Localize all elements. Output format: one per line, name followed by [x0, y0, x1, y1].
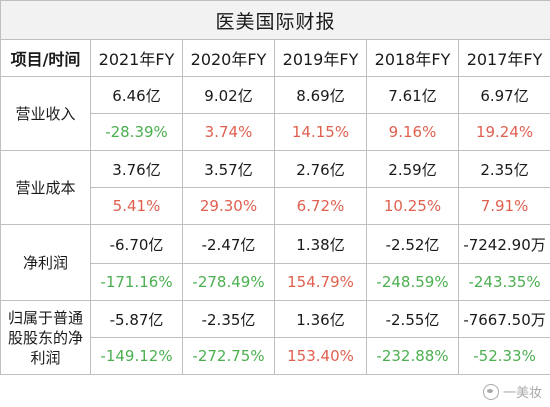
- growth-cell: 153.40%: [274, 337, 367, 375]
- growth-cell: -171.16%: [90, 263, 183, 301]
- wechat-icon: [482, 383, 499, 400]
- table-row: 营业成本 3.76亿 3.57亿 2.76亿 2.59亿 2.35亿: [0, 150, 550, 225]
- table-title: 医美国际财报: [0, 0, 550, 40]
- value-cell: -2.47亿: [182, 224, 275, 264]
- growth-cell: -232.88%: [366, 337, 459, 375]
- growth-cell: 9.16%: [366, 113, 459, 151]
- value-cell: 6.46亿: [90, 76, 183, 114]
- value-cell: -5.87亿: [90, 300, 183, 338]
- header-year: 2017年FY: [457, 39, 550, 77]
- growth-cell: 3.74%: [182, 113, 275, 151]
- growth-cell: 19.24%: [457, 113, 550, 151]
- header-year: 2018年FY: [366, 39, 459, 77]
- value-cell: 1.36亿: [274, 300, 367, 338]
- growth-cell: 6.72%: [274, 187, 367, 225]
- header-year: 2020年FY: [182, 39, 275, 77]
- value-cell: -6.70亿: [90, 224, 183, 264]
- growth-cell: 10.25%: [366, 187, 459, 225]
- value-cell: -2.35亿: [182, 300, 275, 338]
- value-cell: 9.02亿: [182, 76, 275, 114]
- value-cell: 6.97亿: [457, 76, 550, 114]
- header-row: 项目/时间 2021年FY 2020年FY 2019年FY 2018年FY 20…: [0, 39, 550, 77]
- watermark: 一美妆: [482, 382, 542, 401]
- table-row: 净利润 -6.70亿 -2.47亿 1.38亿 -2.52亿 -7242.90万: [0, 224, 550, 301]
- growth-cell: 5.41%: [90, 187, 183, 225]
- row-label: 营业成本: [0, 150, 91, 225]
- growth-cell: 14.15%: [274, 113, 367, 151]
- growth-cell: -149.12%: [90, 337, 183, 375]
- growth-cell: 29.30%: [182, 187, 275, 225]
- table-row: 营业收入 6.46亿 9.02亿 8.69亿 7.61亿 6.97亿: [0, 76, 550, 151]
- value-cell: 8.69亿: [274, 76, 367, 114]
- value-cell: 3.76亿: [90, 150, 183, 188]
- growth-cell: 154.79%: [274, 263, 367, 301]
- value-cell: 2.35亿: [457, 150, 550, 188]
- table-row: -28.39% 3.74% 14.15% 9.16% 19.24%: [1, 113, 550, 151]
- value-cell: -2.52亿: [366, 224, 459, 264]
- growth-cell: 7.91%: [457, 187, 550, 225]
- value-cell: 7.61亿: [366, 76, 459, 114]
- value-cell: -7667.50万: [457, 300, 550, 338]
- table-row: 归属于普通股股东的净利润 -5.87亿 -2.35亿 1.36亿 -2.55亿 …: [0, 300, 550, 375]
- financial-table: 医美国际财报 项目/时间 2021年FY 2020年FY 2019年FY 201…: [0, 0, 550, 375]
- value-cell: -7242.90万: [457, 224, 550, 264]
- growth-cell: -28.39%: [90, 113, 183, 151]
- table-row: -171.16% -278.49% 154.79% -248.59% -243.…: [1, 263, 550, 301]
- header-year: 2021年FY: [90, 39, 183, 77]
- value-cell: 2.59亿: [366, 150, 459, 188]
- growth-cell: -278.49%: [182, 263, 275, 301]
- row-label: 净利润: [0, 224, 91, 301]
- value-cell: 1.38亿: [274, 224, 367, 264]
- row-label: 归属于普通股股东的净利润: [0, 300, 91, 375]
- growth-cell: -243.35%: [457, 263, 550, 301]
- table-row: 5.41% 29.30% 6.72% 10.25% 7.91%: [1, 187, 550, 225]
- value-cell: 3.57亿: [182, 150, 275, 188]
- header-year: 2019年FY: [274, 39, 367, 77]
- growth-cell: -248.59%: [366, 263, 459, 301]
- watermark-text: 一美妆: [502, 386, 542, 401]
- growth-cell: -52.33%: [457, 337, 550, 375]
- growth-cell: -272.75%: [182, 337, 275, 375]
- value-cell: 2.76亿: [274, 150, 367, 188]
- header-item-time: 项目/时间: [0, 39, 91, 77]
- value-cell: -2.55亿: [366, 300, 459, 338]
- row-label: 营业收入: [0, 76, 91, 151]
- table-row: -149.12% -272.75% 153.40% -232.88% -52.3…: [1, 337, 550, 375]
